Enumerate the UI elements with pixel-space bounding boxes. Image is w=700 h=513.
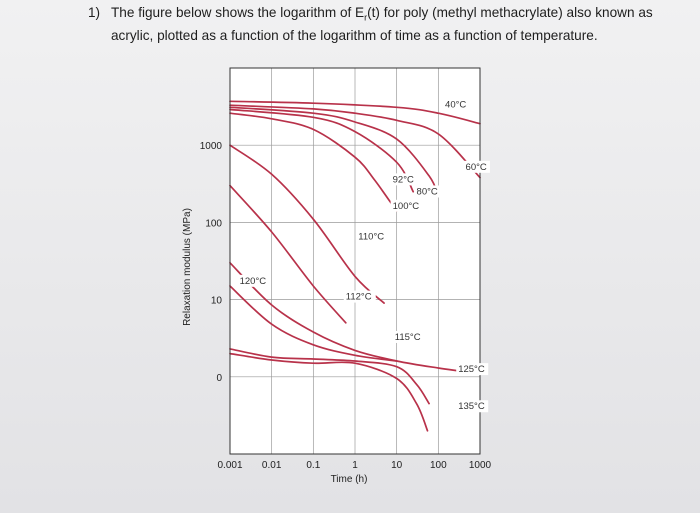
x-tick-label: 0.01 [262, 460, 282, 471]
curve-label-bg [356, 230, 389, 243]
curve-label: 40°C [445, 99, 466, 110]
curve-label: 115°C [395, 332, 421, 343]
curve-label: 110°C [358, 232, 384, 243]
y-tick-label: 0 [216, 373, 222, 384]
x-tick-label: 1000 [469, 460, 492, 471]
question-text-subscript: r [364, 12, 368, 23]
curve-40c [229, 100, 481, 125]
y-tick-label: 100 [205, 218, 222, 229]
question-body: The figure below shows the logarithm of … [88, 4, 668, 44]
curve-label-bg [392, 330, 425, 343]
y-tick-label: 1000 [200, 141, 223, 152]
curve-label: 135°C [458, 401, 485, 412]
curve-label: 100°C [393, 201, 420, 212]
question-text-post: (t) for poly (methyl methacrylate) also … [111, 5, 653, 43]
curve-label-bg [390, 199, 423, 212]
x-tick-label: 0.001 [217, 460, 242, 471]
curve-label: 60°C [466, 162, 487, 173]
x-tick-label: 10 [391, 460, 403, 471]
y-tick-label: 10 [211, 296, 223, 307]
curve-label-bg [456, 400, 489, 413]
curve-115c [229, 261, 481, 375]
curve-92c [229, 108, 415, 193]
curve-110c [229, 144, 385, 304]
curve-labels: 40°C 60°C 80°C92°C 100°C 110°C 112°C 115°C 120°… [237, 98, 490, 413]
curve-label-bg [443, 98, 470, 111]
curve-label-bg [456, 363, 489, 376]
question-text: 1) The figure below shows the logarithm … [88, 4, 668, 44]
curve-label-bg [414, 185, 441, 198]
curve-label-bg [343, 290, 376, 303]
question-text-pre: The figure below shows the logarithm of … [111, 5, 365, 20]
curve-100c [229, 112, 398, 212]
curve-135c [229, 352, 429, 432]
curve-60c [229, 104, 481, 179]
x-tick-label: 0.1 [306, 460, 320, 471]
curve-112c [229, 184, 347, 324]
curve-label-bg [390, 173, 418, 186]
curves [229, 100, 481, 432]
curve-label: 112°C [346, 292, 372, 303]
y-axis-label: Relaxation modulus (MPa) [182, 208, 193, 326]
axes [229, 67, 481, 455]
x-tick-label: 1 [352, 460, 358, 471]
curve-label: 80°C [417, 186, 438, 197]
grid-lines [230, 68, 481, 454]
curve-120c [229, 285, 398, 362]
plot-frame [229, 67, 481, 455]
curve-label-bg [237, 274, 270, 287]
curve-80c [229, 106, 440, 197]
x-tick-label: 100 [430, 460, 447, 471]
curve-label-bg [463, 160, 490, 173]
question-number: 1) [88, 5, 101, 20]
curve-125c [229, 348, 430, 405]
x-axis-label: Time (h) [331, 474, 368, 485]
curve-label: 92°C [393, 174, 414, 185]
curve-label: 125°C [458, 364, 485, 375]
curve-label: 120°C [240, 276, 267, 287]
